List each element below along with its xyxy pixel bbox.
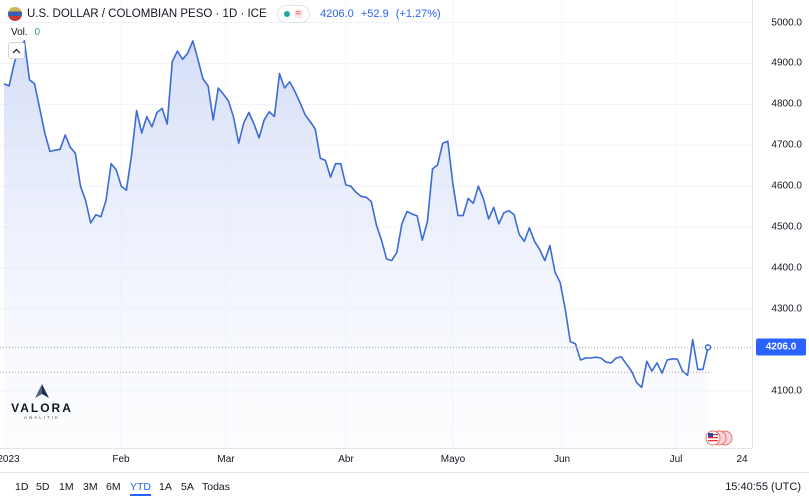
time-tick-label: Mayo xyxy=(440,454,466,465)
logo-subtitle: ANALITIK xyxy=(23,415,60,420)
price-tick-label: 4100.0 xyxy=(771,385,802,397)
volume-value: 0 xyxy=(34,27,41,38)
price-area-fill xyxy=(4,40,708,449)
market-status-pill[interactable]: ≈ xyxy=(276,5,311,23)
price-change-percent: (+1.27%) xyxy=(395,8,441,20)
logo-name: VALORA xyxy=(11,401,73,415)
time-axis[interactable]: 2023 Feb Mar Abr Mayo Jun Jul 24 xyxy=(0,448,752,470)
price-tick-label: 5000.0 xyxy=(771,17,802,28)
symbol-title[interactable]: U.S. DOLLAR / COLOMBIAN PESO · 1D · ICE xyxy=(27,8,267,20)
range-button-5a[interactable]: 5A xyxy=(181,481,194,493)
usd-cop-flag-icon xyxy=(8,7,22,21)
valora-logo-mark-icon xyxy=(35,384,49,398)
volume-label: Vol. xyxy=(11,27,28,38)
last-price-dot xyxy=(704,344,712,351)
price-axis[interactable]: 5000.0 4900.0 4800.0 4700.0 4600.0 4500.0 4400… xyxy=(752,0,809,448)
volume-legend: Vol. 0 xyxy=(11,27,40,38)
price-line-chart[interactable] xyxy=(0,0,752,449)
time-tick-label: Abr xyxy=(338,454,354,465)
time-tick-label: Jun xyxy=(553,454,571,465)
time-tick-label: 24 xyxy=(736,454,748,465)
range-button-todas[interactable]: Todas xyxy=(202,481,231,493)
collapse-legend-button[interactable] xyxy=(8,42,25,59)
last-price-axis-label: 4206.0 xyxy=(756,338,806,356)
economic-event-flag-icon[interactable] xyxy=(705,430,733,446)
range-button-1a[interactable]: 1A xyxy=(159,481,172,493)
price-tick-label: 4900.0 xyxy=(771,57,802,69)
range-button-3m[interactable]: 3M xyxy=(83,481,98,493)
price-tick-label: 4500.0 xyxy=(771,221,802,233)
price-series-line[interactable] xyxy=(3,40,709,389)
market-status-dot-icon xyxy=(283,11,290,17)
chart-plot-area[interactable]: U.S. DOLLAR / COLOMBIAN PESO · 1D · ICE … xyxy=(0,0,752,449)
approx-wave-icon: ≈ xyxy=(293,8,304,19)
price-tick-label: 4400.0 xyxy=(771,262,802,274)
time-tick-label: 2023 xyxy=(0,454,20,465)
time-tick-label: Mar xyxy=(217,454,235,465)
price-tick-label: 4700.0 xyxy=(771,139,802,151)
range-button-6m[interactable]: 6M xyxy=(106,481,121,493)
utc-clock[interactable]: 15:40:55 (UTC) xyxy=(725,481,801,493)
price-tick-label: 4300.0 xyxy=(771,303,802,315)
time-tick-label: Jul xyxy=(669,454,683,465)
chart-marks xyxy=(0,40,752,449)
time-tick-label: Feb xyxy=(112,454,130,465)
range-button-ytd[interactable]: YTD xyxy=(130,481,151,496)
bottom-toolbar: 1D 5D 1M 3M 6M YTD 1A 5A Todas 15:40:55 (UTC) xyxy=(0,472,809,501)
range-button-1d[interactable]: 1D xyxy=(15,481,29,493)
price-tick-label: 4600.0 xyxy=(771,180,802,192)
chevron-up-icon xyxy=(12,48,21,53)
last-price: 4206.0 xyxy=(320,8,354,20)
price-change: +52.9 xyxy=(360,8,389,20)
valora-logo: VALORA ANALITIK xyxy=(10,383,74,420)
range-button-5d[interactable]: 5D xyxy=(36,481,50,493)
chart-legend-header: U.S. DOLLAR / COLOMBIAN PESO · 1D · ICE … xyxy=(8,5,445,23)
price-tick-label: 4800.0 xyxy=(771,98,802,110)
quote-values: 4206.0 +52.9 (+1.27%) xyxy=(320,8,445,20)
range-button-1m[interactable]: 1M xyxy=(59,481,74,493)
